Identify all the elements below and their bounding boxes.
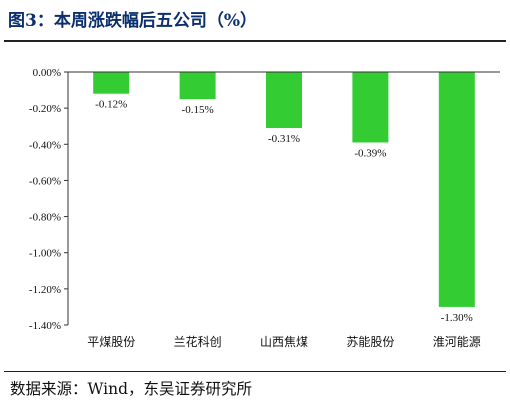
source-divider: [4, 371, 506, 372]
bar-data-label: -0.31%: [268, 133, 300, 145]
y-tick-label: -1.40%: [29, 320, 61, 332]
bar-chart: 0.00% -0.20% -0.40% -0.60% -0.80% -1.00% -1.20…: [29, 67, 500, 349]
x-category-label: 苏能股份: [346, 335, 394, 349]
y-tick-label: -1.00%: [29, 248, 61, 260]
bar-data-label: -0.15%: [182, 104, 214, 116]
bar-data-label: -0.12%: [95, 99, 127, 111]
title-divider: [4, 40, 506, 42]
y-tick-label: 0.00%: [33, 67, 61, 79]
y-tick-label: -1.20%: [29, 284, 61, 296]
y-axis: 0.00% -0.20% -0.40% -0.60% -0.80% -1.00% -1.20…: [29, 67, 69, 332]
bar: [352, 72, 389, 143]
x-category-label: 兰花科创: [174, 334, 222, 349]
x-category-label: 平煤股份: [87, 335, 135, 349]
y-tick-label: -0.80%: [29, 212, 61, 224]
bar-data-label: -1.30%: [441, 312, 473, 324]
bar-data-label: -0.39%: [354, 147, 386, 159]
y-tick-label: -0.60%: [29, 175, 61, 187]
figure-title: 图3：本周涨跌幅后五公司（%）: [8, 11, 257, 31]
bar: [93, 72, 130, 94]
x-category-label: 山西焦煤: [260, 335, 308, 349]
x-category-label: 淮河能源: [433, 335, 481, 349]
bar: [438, 72, 475, 307]
y-tick-label: -0.20%: [29, 103, 61, 115]
bar: [179, 72, 216, 100]
y-tick-label: -0.40%: [29, 139, 61, 151]
bars: -0.12% -0.15% -0.31% -0.39% -1.30%: [93, 72, 475, 324]
data-source-note: 数据来源：Wind，东吴证券研究所: [10, 380, 253, 398]
x-axis: 平煤股份 兰花科创 山西焦煤 苏能股份 淮河能源: [68, 71, 500, 349]
bar: [266, 72, 302, 129]
